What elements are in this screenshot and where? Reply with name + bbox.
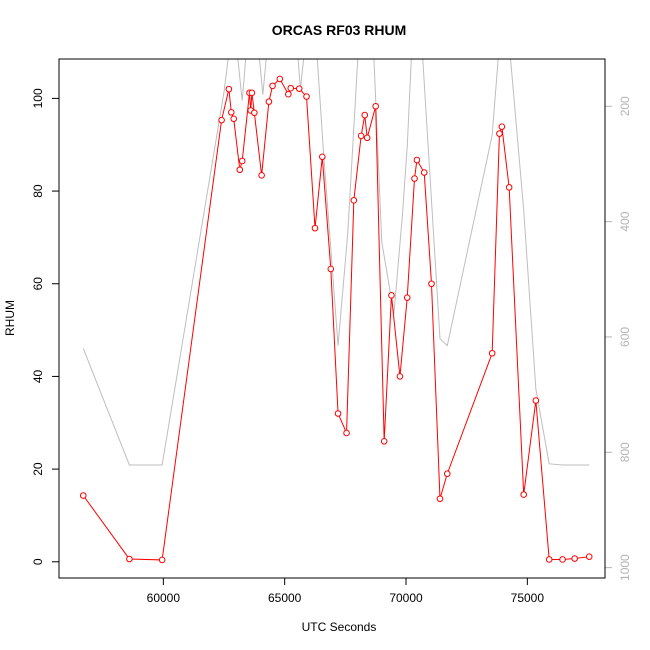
secondary-series-layer [82, 59, 590, 466]
x-tick-label: 75000 [511, 591, 545, 605]
rhum-data-point [227, 108, 235, 116]
rhum-data-point [571, 555, 578, 562]
y-tick-label: 20 [31, 462, 45, 476]
rhum-data-point [411, 175, 418, 182]
x-tick-label: 70000 [389, 591, 423, 605]
y2-tick-label: 600 [618, 327, 632, 347]
rhum-data-point [436, 495, 444, 503]
y-tick-label: 60 [31, 277, 45, 291]
rhum-data-point [559, 556, 566, 563]
rhum-data-point [318, 153, 326, 161]
rhum-data-point [248, 89, 256, 97]
secondary-series-line [82, 59, 590, 466]
rhum-data-point [388, 292, 395, 299]
rhum-data-point [265, 98, 273, 105]
rhum-data-point [269, 82, 276, 90]
rhum-data-point [230, 115, 238, 123]
rhum-data-point [420, 169, 428, 176]
y-tick-label: 40 [31, 369, 45, 383]
rhum-data-point [380, 437, 388, 445]
rhum-data-point [79, 492, 87, 499]
x-axis-title: UTC Seconds [302, 620, 377, 634]
x-tick-label: 60000 [147, 591, 181, 605]
rhum-data-point [295, 85, 303, 92]
rhum-data-point [276, 75, 284, 83]
rhum-data-point [413, 156, 421, 164]
rhum-data-point [327, 265, 335, 273]
chart-title: ORCAS RF03 RHUM [272, 22, 407, 38]
y-axis-title: RHUM [3, 300, 17, 336]
y-tick-label: 0 [31, 558, 45, 565]
rhum-data-point [258, 172, 265, 179]
rhum-data-point [488, 349, 496, 357]
rhum-data-point [350, 197, 358, 204]
rhum-data-point [545, 556, 553, 563]
rhum-data-point [361, 111, 369, 119]
rhum-data-point [311, 224, 319, 232]
rhum-data-point [443, 470, 451, 478]
plot-frame [58, 58, 606, 579]
rhum-data-point [251, 109, 258, 117]
rhum-series-layer [79, 75, 593, 564]
rhum-data-point [372, 102, 379, 110]
axes-layer: 60000 65000 70000 75000 0 20 40 60 80 100 200 400 60… [31, 88, 632, 605]
rhum-data-point [520, 491, 528, 498]
y2-tick-label: 400 [618, 211, 632, 231]
y-tick-label: 80 [31, 184, 45, 198]
x-tick-label: 65000 [268, 591, 302, 605]
rhum-data-point [357, 132, 365, 140]
rhum-data-point [236, 166, 244, 174]
rhum-data-point [285, 90, 292, 98]
rhum-data-point [428, 280, 435, 288]
rhum-data-point [532, 397, 540, 404]
rhum-data-point [225, 85, 233, 93]
y2-tick-label: 1000 [618, 554, 632, 581]
y-tick-label: 100 [31, 88, 45, 108]
rhum-data-point [126, 555, 133, 563]
rhum-data-point [158, 556, 166, 564]
y2-tick-label: 800 [618, 442, 632, 462]
rhum-data-point [403, 294, 411, 301]
rhum-data-point [287, 84, 295, 92]
rhum-data-point [238, 157, 246, 165]
rhum-data-point [363, 134, 371, 142]
rhum-data-point [585, 553, 593, 560]
rhum-data-point [343, 429, 350, 437]
rhum-data-point [496, 130, 503, 137]
y2-tick-label: 200 [618, 96, 632, 116]
rhum-data-point [334, 410, 342, 417]
rhum-data-point [505, 184, 513, 191]
rhum-data-point [303, 93, 310, 100]
rhum-data-point [396, 373, 404, 380]
rhum-data-point [218, 116, 225, 124]
rhum-data-point [498, 123, 506, 130]
